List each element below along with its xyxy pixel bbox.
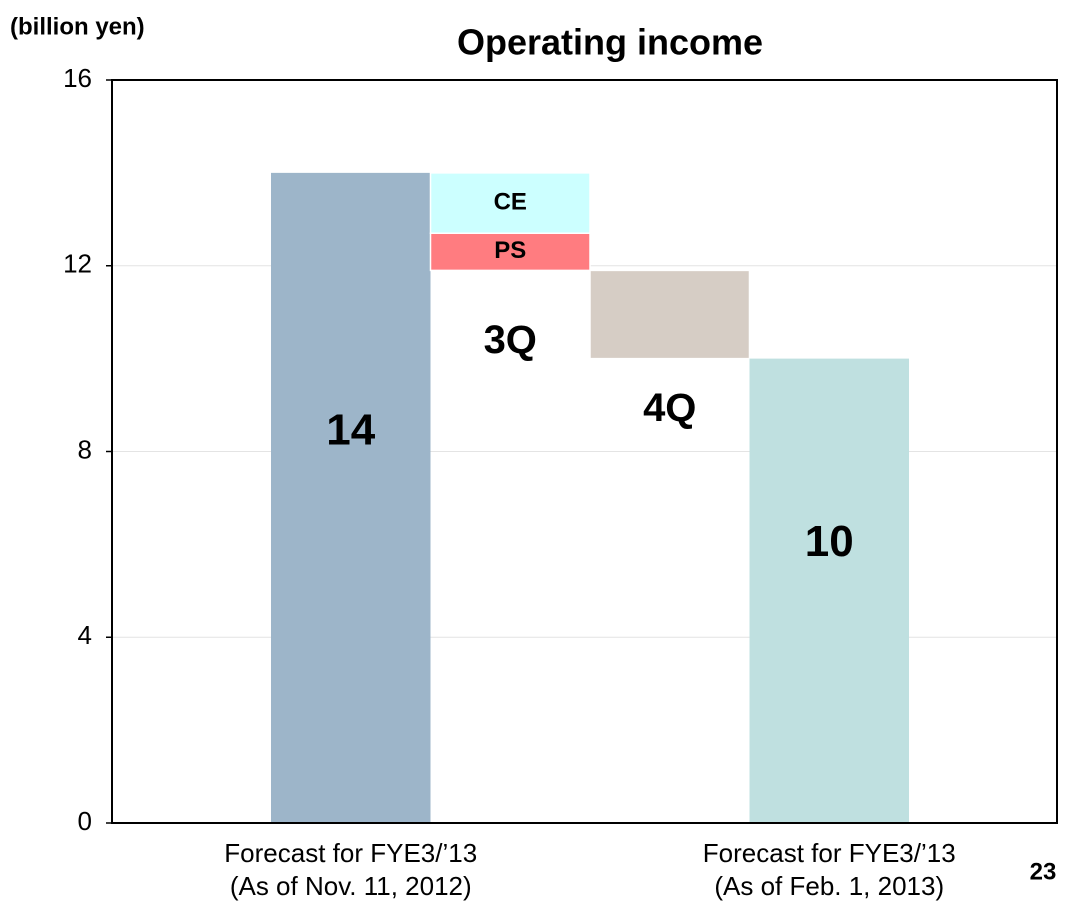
y-tick-label: 16 bbox=[63, 63, 92, 93]
y-tick-label: 12 bbox=[63, 249, 92, 279]
y-tick-label: 0 bbox=[78, 806, 92, 836]
step-segment bbox=[429, 172, 591, 234]
segment-label: PS bbox=[494, 237, 526, 264]
bar bbox=[271, 172, 431, 823]
plot-frame bbox=[111, 79, 1058, 824]
x-tick-label: Forecast for FYE3/’13 bbox=[224, 838, 477, 868]
step-label: 4Q bbox=[643, 386, 696, 430]
x-tick-label: (As of Nov. 11, 2012) bbox=[230, 871, 472, 901]
step-segment bbox=[589, 269, 751, 360]
bar-label: 10 bbox=[805, 517, 854, 566]
step-segment bbox=[429, 232, 591, 272]
step-label: 3Q bbox=[484, 318, 537, 362]
bar bbox=[749, 358, 909, 823]
segment-label: CE bbox=[494, 188, 527, 215]
chart-title: Operating income bbox=[457, 22, 763, 63]
page-number: 23 bbox=[1030, 858, 1057, 885]
x-tick-label: Forecast for FYE3/’13 bbox=[703, 838, 956, 868]
y-tick-label: 4 bbox=[78, 620, 92, 650]
bar-label: 14 bbox=[326, 406, 375, 455]
y-axis-label: (billion yen) bbox=[10, 13, 145, 40]
x-tick-label: (As of Feb. 1, 2013) bbox=[714, 871, 944, 901]
y-tick-label: 8 bbox=[78, 434, 92, 464]
